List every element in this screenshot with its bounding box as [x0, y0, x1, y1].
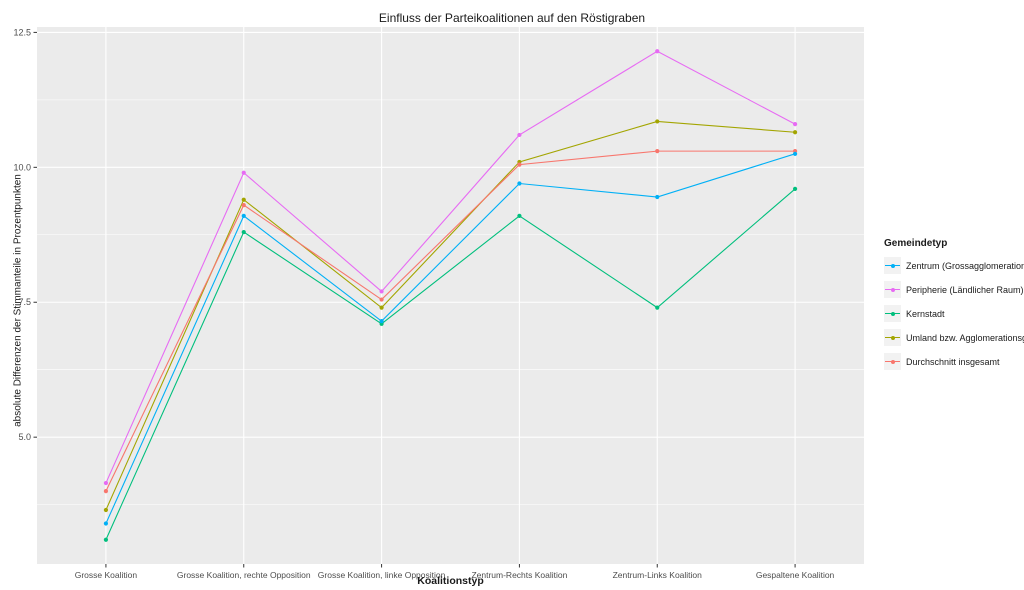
legend-items: Zentrum (Grossagglomeration) Peripherie (…: [884, 257, 1024, 370]
data-point-zentrum-grossagglomeration: [241, 213, 246, 218]
data-point-zentrum-grossagglomeration: [655, 194, 660, 200]
legend-label: Durchschnitt insgesamt: [906, 356, 1000, 367]
x-tick-label: Grosse Koalition: [75, 570, 138, 580]
data-point-kernstadt: [103, 537, 109, 542]
data-point-umland-bzw-agglomerationsg-rtel: [792, 130, 798, 135]
data-point-kernstadt: [655, 305, 660, 310]
y-tick-label: 12.5: [13, 27, 31, 37]
data-point-peripherie-l-ndlicher-raum: [517, 132, 522, 138]
data-point-umland-bzw-agglomerationsg-rtel: [103, 507, 109, 513]
data-point-durchschnitt-insgesamt: [517, 162, 522, 167]
series-line-durchschnitt-insgesamt: [105, 150, 796, 492]
legend-key-icon: [884, 281, 901, 298]
x-tick-label: Grosse Koalition, linke Opposition: [318, 570, 446, 580]
data-point-kernstadt: [792, 186, 798, 192]
data-point-umland-bzw-agglomerationsg-rtel: [379, 305, 384, 310]
data-point-zentrum-grossagglomeration: [517, 181, 522, 186]
legend-item: Zentrum (Grossagglomeration): [884, 257, 1024, 274]
data-point-durchschnitt-insgesamt: [241, 203, 246, 208]
x-tick-label: Zentrum-Links Koalition: [613, 570, 703, 580]
data-point-durchschnitt-insgesamt: [655, 149, 660, 154]
data-point-umland-bzw-agglomerationsg-rtel: [655, 119, 660, 124]
legend-item: Kernstadt: [884, 305, 1024, 322]
series-line-peripherie-l-ndlicher-raum: [105, 50, 796, 484]
y-tick-label: 10.0: [13, 162, 31, 172]
data-point-umland-bzw-agglomerationsg-rtel: [241, 197, 246, 202]
legend-item: Durchschnitt insgesamt: [884, 353, 1024, 370]
data-point-peripherie-l-ndlicher-raum: [103, 480, 109, 486]
legend-label: Umland bzw. Agglomerationsgürtel: [906, 332, 1024, 343]
legend: Gemeindetyp Zentrum (Grossagglomeration)…: [884, 238, 1024, 377]
series-line-zentrum-grossagglomeration: [105, 153, 796, 524]
legend-key-icon: [884, 305, 901, 322]
panel-background: [37, 27, 864, 564]
data-point-peripherie-l-ndlicher-raum: [241, 170, 246, 175]
x-axis-title: Koalitionstyp: [417, 575, 484, 587]
x-tick-label: Gespaltene Koalition: [756, 570, 835, 580]
x-tick-label: Zentrum-Rechts Koalition: [471, 570, 567, 580]
data-point-durchschnitt-insgesamt: [103, 489, 109, 494]
data-point-zentrum-grossagglomeration: [379, 319, 384, 324]
legend-key-icon: [884, 257, 901, 274]
legend-label: Zentrum (Grossagglomeration): [906, 260, 1024, 271]
chart-title: Einfluss der Parteikoalitionen auf den R…: [378, 11, 646, 25]
y-tick-label: 5.0: [18, 432, 31, 442]
legend-title: Gemeindetyp: [884, 238, 948, 249]
data-point-kernstadt: [517, 213, 522, 218]
series-line-kernstadt: [105, 188, 796, 540]
data-point-peripherie-l-ndlicher-raum: [792, 122, 798, 127]
data-point-peripherie-l-ndlicher-raum: [655, 49, 660, 54]
data-point-kernstadt: [241, 229, 246, 235]
legend-key-icon: [884, 353, 901, 370]
legend-item: Umland bzw. Agglomerationsgürtel: [884, 329, 1024, 346]
legend-item: Peripherie (Ländlicher Raum): [884, 281, 1024, 298]
legend-label: Peripherie (Ländlicher Raum): [906, 284, 1024, 295]
series-line-umland-bzw-agglomerationsg-rtel: [105, 120, 796, 511]
y-tick-label: 7.5: [18, 297, 31, 307]
data-point-zentrum-grossagglomeration: [792, 151, 798, 156]
data-point-zentrum-grossagglomeration: [103, 521, 109, 526]
data-point-durchschnitt-insgesamt: [379, 297, 384, 302]
y-axis-title: absolute Differenzen der Stimmanteile in…: [12, 174, 24, 427]
data-point-peripherie-l-ndlicher-raum: [379, 289, 384, 294]
x-tick-label: Grosse Koalition, rechte Opposition: [177, 570, 311, 580]
legend-key-icon: [884, 329, 901, 346]
legend-label: Kernstadt: [906, 308, 945, 319]
